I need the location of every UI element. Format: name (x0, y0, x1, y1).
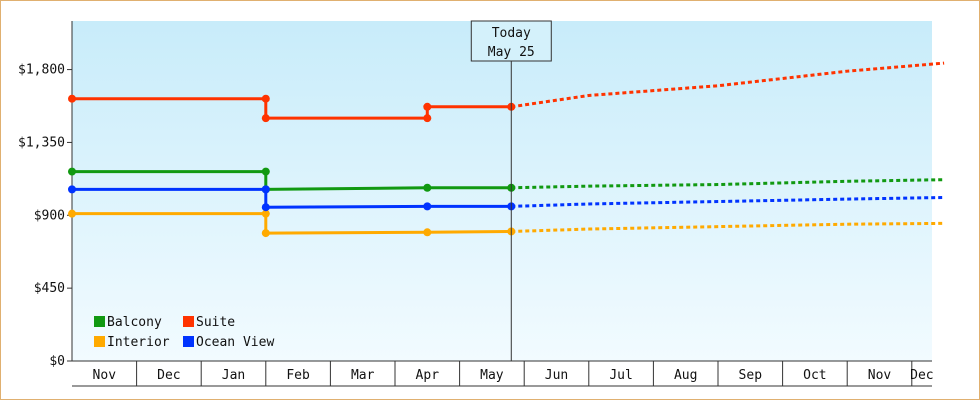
series-point (68, 209, 76, 218)
legend-label: Interior (107, 335, 170, 350)
series-point (423, 102, 432, 111)
series-point (261, 94, 270, 103)
x-tick-label: Dec (157, 368, 180, 383)
legend-swatch (94, 336, 105, 347)
series-point (261, 203, 270, 212)
series-point (68, 94, 76, 103)
y-tick-label: $0 (49, 354, 65, 369)
series-point (261, 114, 270, 123)
x-tick-label: Dec (910, 368, 933, 383)
series-point (423, 228, 432, 237)
x-tick-label: Sep (739, 368, 763, 383)
legend-label: Suite (196, 315, 235, 330)
series-forecast-line (511, 195, 945, 208)
series-point (261, 229, 270, 238)
x-tick-label: Aug (674, 368, 697, 383)
x-tick-label: May (480, 368, 504, 383)
series-point (423, 114, 432, 123)
series-point (423, 183, 432, 192)
series-forecast-line (511, 221, 945, 233)
series-point (423, 202, 432, 211)
x-tick-label: Mar (351, 368, 375, 383)
x-tick-label: Nov (868, 368, 892, 383)
series-point (261, 167, 270, 176)
x-tick-label: Nov (93, 368, 117, 383)
legend-label: Ocean View (196, 335, 274, 350)
series-point (261, 185, 270, 194)
series-forecast-line (511, 61, 945, 109)
y-tick-label: $900 (34, 208, 65, 223)
today-date: May 25 (488, 45, 535, 60)
y-tick-label: $1,800 (18, 63, 65, 78)
legend-label: Balcony (107, 315, 162, 330)
x-tick-label: Feb (286, 368, 310, 383)
x-tick-label: Jan (222, 368, 245, 383)
series-line (72, 97, 512, 120)
legend-swatch (183, 336, 194, 347)
x-tick-label: Apr (416, 368, 440, 383)
y-tick-label: $1,350 (18, 135, 65, 150)
legend-swatch (183, 316, 194, 327)
series-point (68, 185, 76, 194)
series-point (261, 209, 270, 218)
x-tick-label: Jun (545, 368, 568, 383)
y-tick-label: $450 (34, 281, 65, 296)
x-tick-label: Oct (803, 368, 826, 383)
series-forecast-line (511, 178, 945, 190)
legend-swatch (94, 316, 105, 327)
series-point (68, 167, 76, 176)
today-label: Today (492, 26, 531, 41)
today-box (470, 20, 552, 62)
plot-area (72, 21, 932, 361)
x-tick-label: Jul (609, 368, 632, 383)
